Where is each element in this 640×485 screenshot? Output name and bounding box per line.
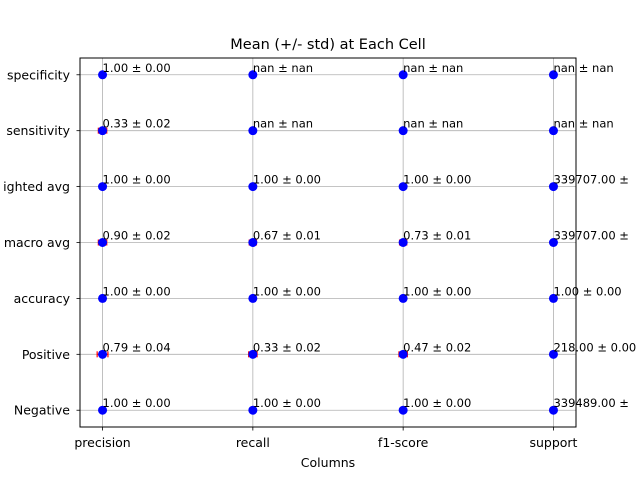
data-point [248, 293, 258, 303]
y-tick-label: specificity [7, 67, 71, 82]
data-point [398, 126, 408, 136]
x-tick-label: recall [236, 435, 270, 450]
data-markers [98, 70, 558, 415]
data-label: 339707.00 ± [553, 229, 628, 243]
x-axis-label: Columns [301, 455, 355, 470]
data-label: 0.79 ± 0.04 [103, 340, 171, 354]
data-label: 339707.00 ± [553, 173, 628, 187]
y-tick-label: sensitivity [6, 123, 70, 138]
data-label: 339489.00 ± [553, 396, 628, 410]
data-label: 1.00 ± 0.00 [403, 284, 471, 298]
data-point [548, 126, 558, 136]
data-point [98, 293, 108, 303]
data-point [398, 182, 408, 192]
y-tick-label: ighted avg [3, 179, 70, 194]
data-point [548, 349, 558, 359]
data-label: 0.73 ± 0.01 [403, 229, 471, 243]
data-label: 0.33 ± 0.02 [253, 340, 321, 354]
data-label: 0.33 ± 0.02 [103, 117, 171, 131]
data-point [398, 293, 408, 303]
data-point [248, 349, 258, 359]
data-label: nan ± nan [253, 117, 313, 131]
data-label: nan ± nan [403, 61, 463, 75]
y-axis-ticks: Negative Positive accuracy macro avg ighted … [3, 67, 80, 418]
data-point [548, 182, 558, 192]
data-point [248, 238, 258, 247]
data-point [98, 405, 108, 415]
data-label: 1.00 ± 0.00 [403, 396, 471, 410]
x-tick-label: support [529, 435, 577, 450]
x-tick-label: f1-score [378, 435, 429, 450]
data-label: nan ± nan [403, 117, 463, 131]
data-point [398, 238, 408, 247]
data-point [248, 126, 258, 136]
data-label: 1.00 ± 0.00 [403, 173, 471, 187]
data-point [548, 238, 558, 247]
data-label: nan ± nan [553, 117, 613, 131]
y-tick-label: Positive [22, 347, 70, 362]
data-label: 0.67 ± 0.01 [253, 229, 321, 243]
chart-title: Mean (+/- std) at Each Cell [230, 37, 425, 53]
data-point [398, 349, 408, 359]
data-label: 0.47 ± 0.02 [403, 340, 471, 354]
data-label: 1.00 ± 0.00 [103, 284, 171, 298]
data-label: 1.00 ± 0.00 [103, 61, 171, 75]
x-tick-label: precision [74, 435, 130, 450]
grid-lines [80, 58, 576, 427]
data-point [98, 349, 108, 359]
x-axis-ticks: precision recall f1-score support [74, 427, 578, 450]
data-point [98, 238, 108, 247]
data-point [398, 405, 408, 415]
data-label: 1.00 ± 0.00 [253, 173, 321, 187]
data-point [548, 405, 558, 415]
data-label: 1.00 ± 0.00 [553, 284, 621, 298]
data-label: 1.00 ± 0.00 [253, 284, 321, 298]
data-label: nan ± nan [553, 61, 613, 75]
data-point [398, 70, 408, 80]
data-point [98, 126, 108, 136]
y-tick-label: accuracy [14, 291, 71, 306]
data-label: nan ± nan [253, 61, 313, 75]
data-label: 1.00 ± 0.00 [253, 396, 321, 410]
data-point [548, 293, 558, 303]
data-point [98, 182, 108, 192]
data-label: 1.00 ± 0.00 [103, 396, 171, 410]
data-label: 1.00 ± 0.00 [103, 173, 171, 187]
data-label: 0.90 ± 0.02 [103, 229, 171, 243]
data-label: 218.00 ± 0.00 [553, 340, 636, 354]
data-point [248, 70, 258, 80]
data-labels: 1.00 ± 0.00 1.00 ± 0.00 1.00 ± 0.00 339489.… [103, 61, 637, 410]
data-point [98, 70, 108, 80]
y-tick-label: macro avg [4, 235, 70, 250]
data-point [248, 405, 258, 415]
data-point [548, 70, 558, 80]
y-tick-label: Negative [14, 403, 70, 418]
data-point [248, 182, 258, 192]
